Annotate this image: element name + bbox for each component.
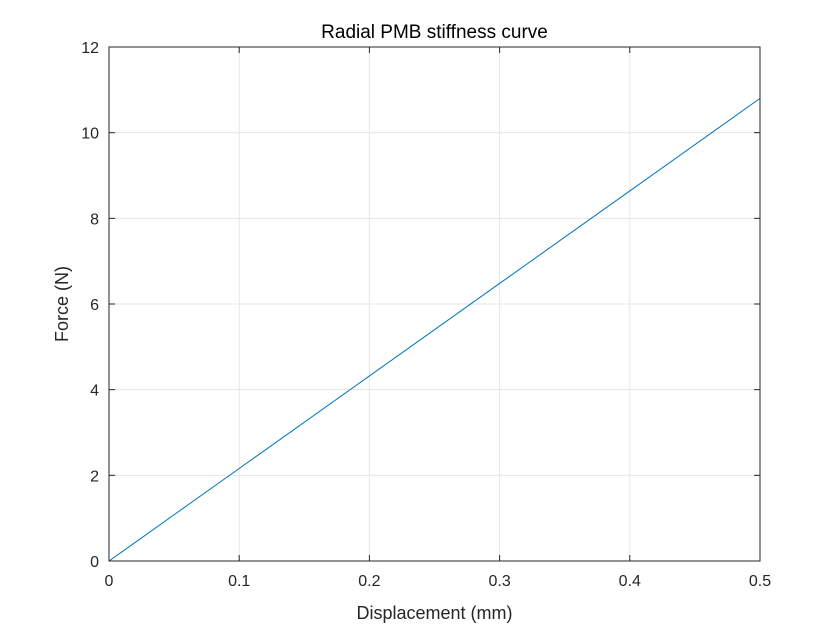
y-tick-label: 8 <box>90 211 99 228</box>
y-tick-label: 2 <box>90 468 99 485</box>
x-tick-label: 0 <box>105 573 114 590</box>
y-tick-label: 12 <box>81 40 99 57</box>
x-tick-label: 0.4 <box>619 573 641 590</box>
tick-marks <box>108 46 761 562</box>
x-tick-label: 0.5 <box>749 573 771 590</box>
y-axis-label: Force (N) <box>52 266 72 342</box>
x-tick-labels: 0 0.1 0.2 0.3 0.4 0.5 <box>105 573 772 590</box>
y-tick-label: 6 <box>90 297 99 314</box>
grid-lines <box>108 46 761 562</box>
chart-title: Radial PMB stiffness curve <box>321 22 548 43</box>
series-line <box>108 97 761 562</box>
x-tick-label: 0.1 <box>228 573 250 590</box>
x-tick-label: 0.3 <box>488 573 510 590</box>
series-layer <box>108 97 761 562</box>
y-tick-label: 4 <box>90 383 99 400</box>
y-tick-labels: 0 2 4 6 8 10 12 <box>81 40 99 571</box>
y-tick-label: 0 <box>90 554 99 571</box>
x-axis-label: Displacement (mm) <box>356 603 512 623</box>
y-tick-label: 10 <box>81 126 99 143</box>
x-tick-label: 0.2 <box>358 573 380 590</box>
